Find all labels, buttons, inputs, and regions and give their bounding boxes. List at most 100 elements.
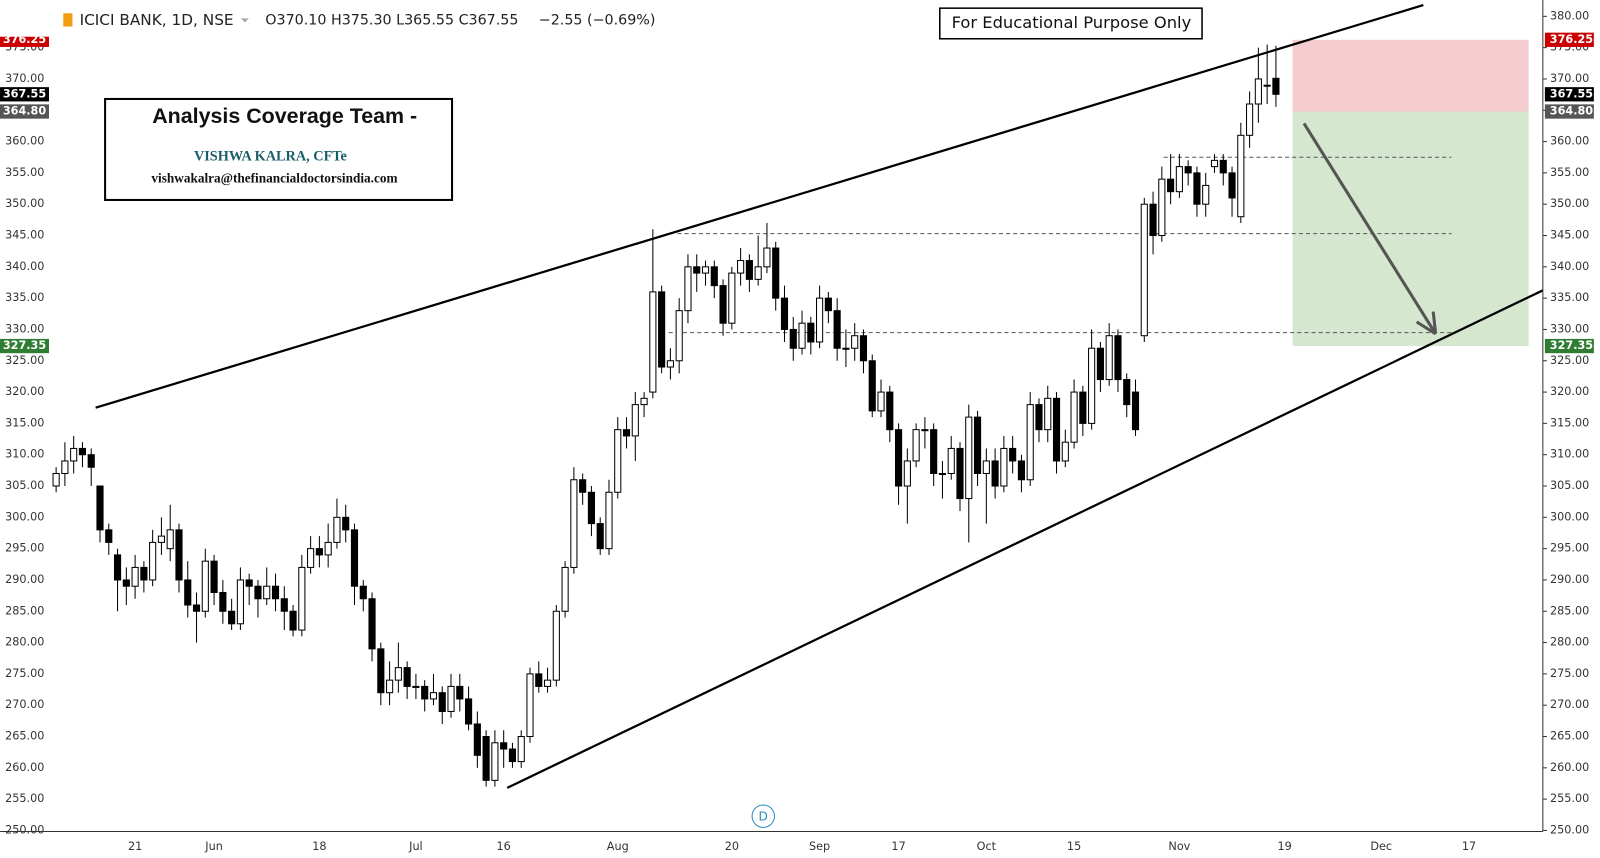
candle-body (1184, 166, 1192, 174)
team-title: Analysis Coverage Team - (152, 104, 417, 128)
y-tick-label: 275.00 (1550, 667, 1589, 680)
candle-body (271, 585, 280, 600)
candle-body (228, 610, 236, 625)
x-tick-label: Oct (977, 840, 997, 853)
candle-body (807, 322, 815, 343)
candle-body (1000, 447, 1008, 487)
price-marker-label: 364.80 (3, 105, 46, 118)
zone (1292, 111, 1529, 347)
candle-body (745, 260, 753, 280)
candle-body (798, 322, 806, 349)
candle-body (965, 416, 973, 500)
candle-body (421, 685, 429, 700)
candle-body (105, 529, 113, 543)
y-tick-label: 285.00 (5, 604, 44, 617)
candle-body (298, 566, 306, 631)
candle-body (438, 692, 446, 712)
price-marker (1544, 338, 1594, 354)
candle-body (1167, 178, 1175, 193)
candle-body (465, 698, 473, 725)
candle-body (70, 447, 78, 462)
y-tick-label: 260.00 (5, 761, 44, 774)
candle-body (131, 566, 139, 587)
y-tick-label: 350.00 (1550, 197, 1589, 210)
candle-body (1175, 166, 1183, 193)
candle-body (956, 447, 964, 500)
price-marker (1544, 104, 1594, 119)
symbol: ICICI BANK, 1D, NSE (80, 11, 234, 29)
candle-body (710, 266, 718, 287)
candle-body (315, 548, 323, 556)
y-tick-label: 315.00 (1550, 416, 1589, 429)
candle-body (1131, 391, 1140, 431)
candle-body (842, 347, 850, 350)
candle-body (894, 429, 903, 487)
x-tick-label: Dec (1370, 840, 1392, 853)
candle-body (508, 748, 517, 763)
price-marker (0, 104, 49, 119)
y-tick-label: 370.00 (5, 72, 44, 85)
y-tick-label: 285.00 (1550, 604, 1589, 617)
y-tick-label: 265.00 (5, 730, 44, 743)
candle-body (658, 291, 666, 368)
header-bg (0, 0, 735, 37)
y-tick-label: 270.00 (5, 698, 44, 711)
candle-body (824, 297, 832, 312)
price-marker-label: 364.80 (1550, 105, 1593, 118)
price-marker-label: 376.25 (1550, 33, 1593, 46)
analyst: VISHWA KALRA, CFTe (194, 148, 347, 164)
candle-body (649, 291, 657, 393)
y-tick-label: 345.00 (1550, 229, 1589, 242)
candle-body (324, 541, 332, 556)
candle-body (210, 560, 218, 593)
candle-body (1202, 184, 1210, 205)
candle-body (491, 742, 499, 781)
dropdown[interactable] (240, 18, 249, 23)
candle-body (1237, 134, 1245, 218)
candle-body (1070, 391, 1078, 443)
bottom-axis-bg (0, 831, 1600, 858)
y-tick-label: 325.00 (5, 354, 44, 367)
candle-body (526, 673, 534, 738)
y-tick-label: 255.00 (1550, 792, 1589, 805)
candle-body (456, 685, 464, 700)
y-tick-label: 315.00 (5, 416, 44, 429)
x-tick-label: 17 (891, 840, 905, 853)
candle-body (289, 610, 297, 631)
x-tick-label: 21 (128, 840, 142, 853)
candle-body (1052, 397, 1061, 462)
candle-body (631, 404, 639, 437)
candle-body (772, 247, 780, 299)
candle-body (1035, 404, 1043, 431)
y-tick-label: 290.00 (5, 573, 44, 586)
x-tick-label: 17 (1462, 840, 1476, 853)
candle-body (1193, 172, 1201, 205)
y-tick-label: 295.00 (5, 542, 44, 555)
candle-body (579, 479, 587, 493)
y-tick-label: 320.00 (1550, 385, 1589, 398)
candle-body (87, 454, 95, 468)
event-marker-icon[interactable] (751, 804, 775, 828)
candle-body (96, 485, 104, 531)
candle-body (1088, 347, 1096, 424)
candle-body (1263, 84, 1271, 87)
candle-body (859, 335, 868, 362)
y-tick-label: 310.00 (1550, 448, 1589, 461)
right-axis-bg (1542, 0, 1600, 858)
x-tick-label: Sep (809, 840, 830, 853)
candle-body (666, 360, 674, 368)
candle-body (140, 566, 148, 581)
candle-body (447, 685, 455, 712)
zone (1292, 39, 1529, 112)
candle-body (982, 460, 990, 474)
event-marker[interactable]: D (759, 810, 768, 824)
candle-body (78, 447, 87, 456)
candle-body (394, 667, 402, 681)
y-tick-label: 380.00 (1550, 9, 1589, 22)
arrow-head (1415, 320, 1437, 336)
y-tick-label: 290.00 (1550, 573, 1589, 586)
y-tick-label: 295.00 (1550, 542, 1589, 555)
symbol-icon (63, 13, 73, 27)
y-tick-label: 275.00 (5, 667, 44, 680)
